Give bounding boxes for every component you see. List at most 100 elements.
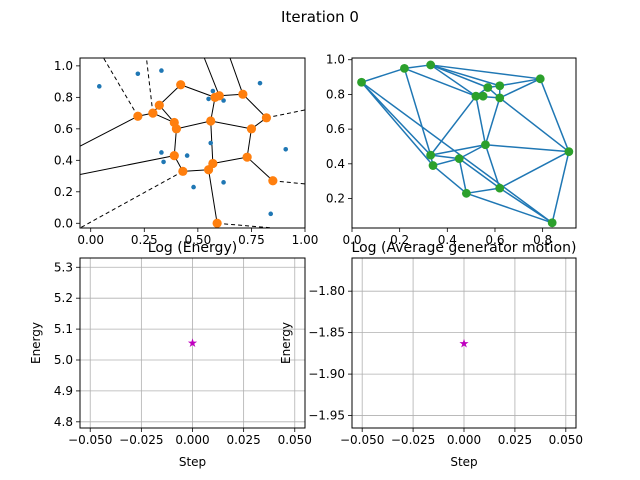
delaunay-edge [499, 151, 570, 189]
y-tick-label: −1.90 [308, 367, 345, 381]
y-tick-label: 4.8 [54, 415, 73, 429]
voronoi-vertex [214, 91, 224, 101]
delaunay-edge [484, 97, 501, 145]
delaunay-edge [458, 158, 468, 194]
delaunay-node [483, 83, 493, 92]
y-tick-label: 0.0 [54, 216, 73, 230]
generator-point [135, 71, 141, 77]
delaunay-edge [360, 81, 432, 156]
x-tick-label: 0.000 [175, 433, 209, 447]
generator-point [221, 98, 226, 103]
delaunay-edge [484, 144, 501, 189]
delaunay-node [454, 154, 464, 164]
delaunay-edge [432, 164, 467, 194]
delaunay-node [426, 60, 436, 70]
x-tick-label: −0.050 [68, 433, 112, 447]
x-tick-label: −0.050 [340, 433, 384, 447]
data-point-star: ★ [459, 336, 470, 350]
x-tick-label: 0.050 [278, 433, 312, 447]
y-tick-label: −1.95 [308, 409, 345, 423]
y-axis-label: Energy [29, 322, 43, 364]
delaunay-node [428, 161, 438, 170]
generator-point [208, 140, 214, 146]
axes-frame [351, 57, 577, 229]
x-tick-label: 1.00 [292, 233, 319, 247]
voronoi-vertex [169, 150, 179, 161]
generator-point [159, 68, 164, 73]
voronoi-vertex [206, 116, 216, 126]
voronoi-ridge [212, 156, 248, 164]
voronoi-ridge [176, 120, 211, 130]
delaunay-node [495, 183, 505, 193]
panel-1: 0.00 0.25 0.50 0.75 1.00 0.0 0.2 0.4 0.6 0.8 1.0 [54, 57, 319, 247]
generator-point [206, 96, 211, 102]
delaunay-edge [499, 78, 541, 99]
delaunay-node [357, 77, 366, 87]
voronoi-ridge-infinite [266, 109, 305, 119]
x-tick-label: −0.025 [119, 433, 163, 447]
delaunay-edge [360, 81, 434, 167]
panel-2: 0.0 0.2 0.4 0.6 0.8 0.2 0.4 0.6 0.8 1.0 [326, 53, 577, 247]
delaunay-edge [430, 64, 477, 97]
generator-point [159, 150, 164, 155]
delaunay-edge [430, 143, 486, 156]
y-tick-label: 5.2 [54, 291, 73, 305]
y-tick-label: 0.2 [326, 192, 345, 206]
x-tick-label: −0.025 [391, 433, 435, 447]
x-axis-label: Step [179, 455, 206, 469]
panel-4: ★ −0.050 −0.025 0.000 0.025 0.050 −1.80 −1.85 −1… [279, 240, 583, 469]
y-tick-label: 0.2 [54, 185, 73, 199]
generator-point [257, 80, 263, 86]
generator-point [283, 146, 289, 152]
delaunay-edge [499, 78, 541, 87]
voronoi-vertex [238, 89, 248, 99]
generator-point [184, 153, 190, 158]
delaunay-node [481, 140, 490, 150]
delaunay-node [400, 64, 409, 73]
y-tick-label: 0.6 [326, 122, 345, 136]
delaunay-edge [499, 187, 553, 224]
axes-title: Log (Energy) [148, 240, 237, 256]
generator-point [210, 88, 216, 94]
voronoi-ridge-infinite [80, 170, 184, 228]
delaunay-node [495, 81, 505, 91]
delaunay-edge [539, 78, 570, 152]
voronoi-ridge-infinite [272, 180, 305, 185]
y-tick-label: 5.3 [54, 260, 73, 274]
voronoi-ridge [180, 84, 216, 98]
delaunay-edge [430, 64, 500, 87]
delaunay-edge [458, 144, 486, 160]
x-tick-label: 0.8 [533, 233, 552, 247]
y-tick-label: 5.1 [54, 322, 73, 336]
voronoi-ridge [203, 58, 220, 96]
voronoi-vertex [133, 111, 143, 121]
data-point-star: ★ [187, 336, 198, 350]
voronoi-ridge [246, 156, 274, 182]
plot-area: ★ [352, 258, 576, 428]
voronoi-vertex [178, 166, 188, 176]
plot-area [357, 60, 574, 228]
delaunay-node [478, 91, 488, 101]
delaunay-edge [430, 64, 541, 80]
voronoi-vertex [246, 124, 257, 134]
y-tick-label: 0.8 [326, 87, 345, 101]
voronoi-ridge [80, 155, 175, 175]
delaunay-edge [466, 192, 553, 224]
voronoi-ridge [80, 115, 139, 147]
x-tick-label: 0.2 [390, 233, 409, 247]
delaunay-edge [458, 158, 501, 189]
y-tick-label: 5.0 [54, 353, 73, 367]
delaunay-edge [499, 97, 570, 153]
voronoi-ridge [246, 128, 252, 158]
voronoi-vertex [261, 113, 272, 123]
delaunay-edge [551, 151, 570, 223]
voronoi-ridge [210, 120, 252, 130]
delaunay-node [564, 147, 574, 157]
voronoi-vertex [242, 152, 252, 162]
voronoi-ridge-infinite [103, 58, 139, 117]
x-tick-label: 0.050 [549, 433, 583, 447]
voronoi-ridge [208, 169, 218, 224]
delaunay-edge [403, 68, 432, 156]
y-tick-label: −1.80 [308, 284, 345, 298]
